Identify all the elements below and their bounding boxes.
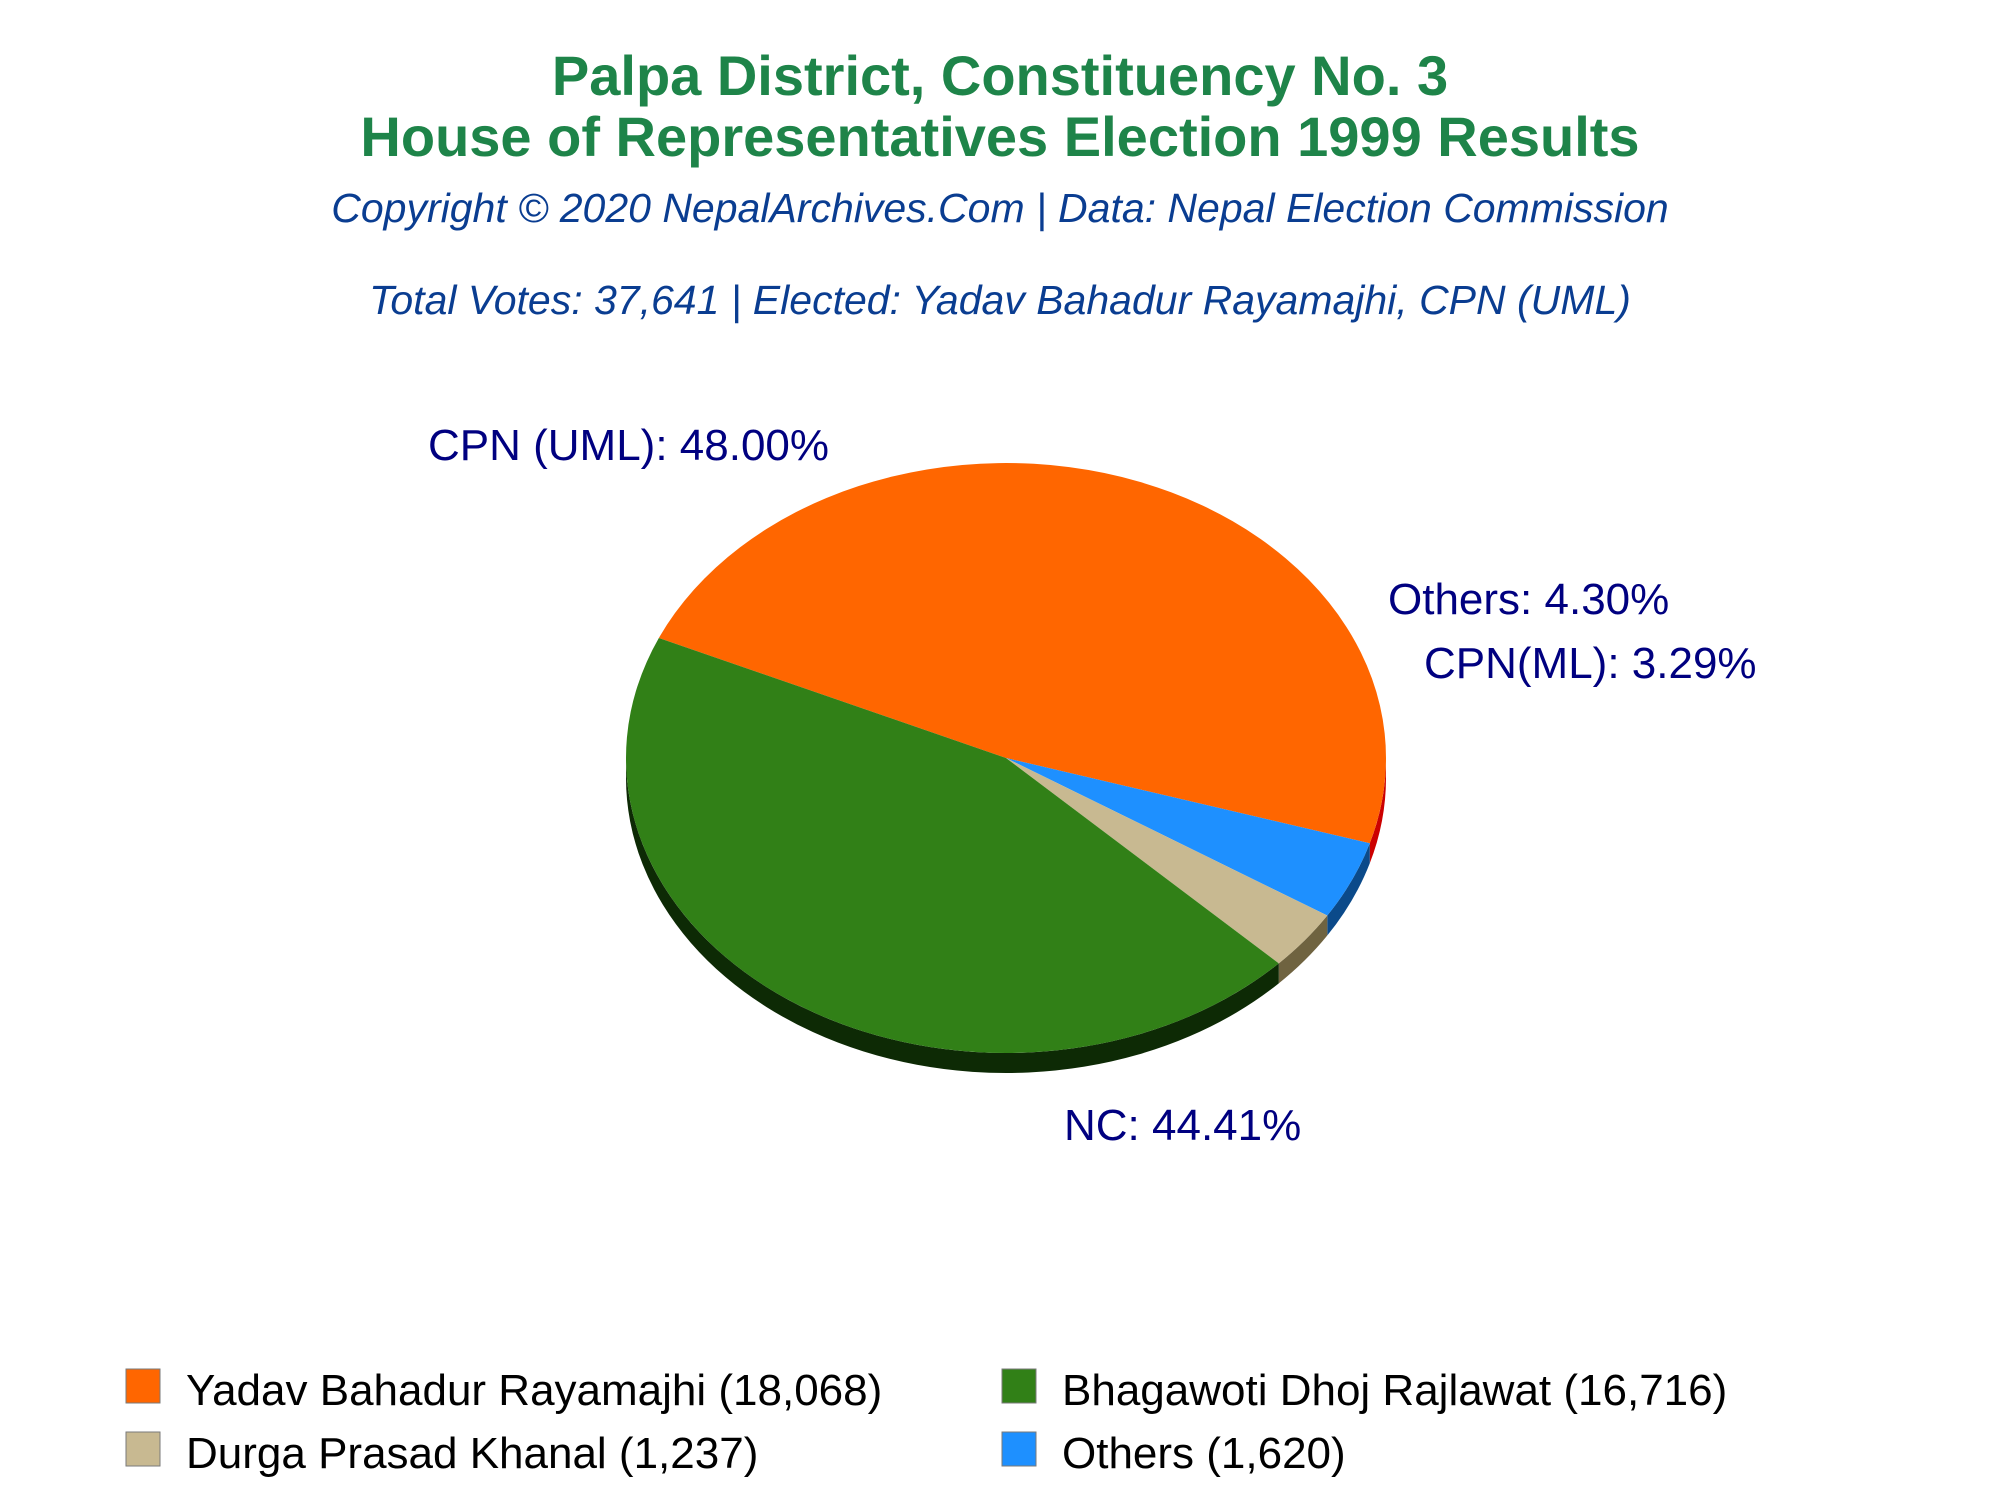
slice-nc <box>626 638 1279 1054</box>
legend-swatch-durga-prasad-khanal <box>125 1431 161 1467</box>
legend-label-durga-prasad-khanal: Durga Prasad Khanal (1,237) <box>186 1429 758 1478</box>
legend: Yadav Bahadur Rayamajhi (18,068) Bhagawot… <box>125 1366 1727 1478</box>
slice-depth-others <box>1327 843 1370 936</box>
chart-title-line-2: House of Representatives Election 1999 R… <box>360 105 1639 168</box>
pie-slices <box>626 462 1386 1054</box>
legend-swatch-yadav-bahadur-rayamajhi <box>125 1368 161 1404</box>
legend-label-others: Others (1,620) <box>1062 1429 1346 1478</box>
chart-title: Palpa District, Constituency No. 3 <box>552 44 1448 107</box>
legend-label-yadav-bahadur-rayamajhi: Yadav Bahadur Rayamajhi (18,068) <box>186 1366 882 1415</box>
legend-swatch-others <box>1001 1431 1037 1467</box>
slice-others <box>1006 758 1370 916</box>
legend-swatch-bhagawoti-dhoj-rajlawat <box>1001 1368 1037 1404</box>
slice-depth-cpn-ml <box>1278 915 1328 984</box>
slice-label-cpn-ml: CPN(ML): 3.29% <box>1424 639 1757 688</box>
slice-label-cpn-uml: CPN (UML): 48.00% <box>428 421 829 470</box>
slice-cpn-uml <box>658 462 1386 844</box>
slice-label-others: Others: 4.30% <box>1388 575 1669 624</box>
slice-labels: CPN (UML): 48.00% Others: 4.30% CPN(ML): 3… <box>428 421 1757 1150</box>
slice-depth-cpn-uml <box>1369 758 1386 864</box>
pie-depth <box>626 758 1386 1073</box>
chart-subtitle-line-2: Total Votes: 37,641 | Elected: Yadav Bah… <box>369 277 1631 323</box>
chart-subtitle: Copyright © 2020 NepalArchives.Com | Dat… <box>331 185 1669 231</box>
legend-label-bhagawoti-dhoj-rajlawat: Bhagawoti Dhoj Rajlawat (16,716) <box>1062 1366 1727 1415</box>
slice-label-nc: NC: 44.41% <box>1064 1101 1301 1150</box>
slice-cpn-ml <box>1006 758 1328 964</box>
